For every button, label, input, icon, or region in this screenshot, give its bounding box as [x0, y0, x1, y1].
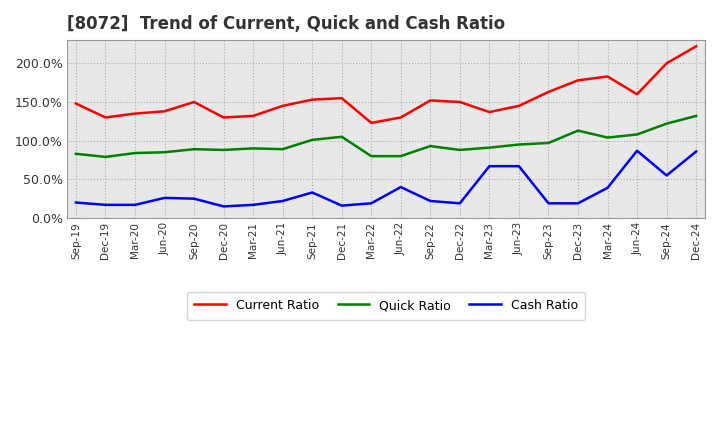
Quick Ratio	[249, 146, 258, 151]
Quick Ratio	[544, 140, 553, 146]
Quick Ratio	[662, 121, 671, 126]
Cash Ratio	[544, 201, 553, 206]
Quick Ratio	[574, 128, 582, 133]
Current Ratio	[279, 103, 287, 109]
Cash Ratio	[220, 204, 228, 209]
Line: Cash Ratio: Cash Ratio	[76, 151, 696, 206]
Quick Ratio	[456, 147, 464, 153]
Current Ratio	[485, 110, 494, 115]
Current Ratio	[515, 103, 523, 109]
Quick Ratio	[130, 150, 139, 156]
Current Ratio	[220, 115, 228, 120]
Quick Ratio	[279, 147, 287, 152]
Current Ratio	[633, 92, 642, 97]
Current Ratio	[456, 99, 464, 105]
Quick Ratio	[692, 113, 701, 118]
Quick Ratio	[367, 154, 376, 159]
Cash Ratio	[279, 198, 287, 204]
Cash Ratio	[101, 202, 109, 208]
Quick Ratio	[190, 147, 199, 152]
Current Ratio	[249, 113, 258, 118]
Quick Ratio	[71, 151, 80, 157]
Cash Ratio	[515, 164, 523, 169]
Cash Ratio	[249, 202, 258, 208]
Line: Current Ratio: Current Ratio	[76, 46, 696, 123]
Current Ratio	[662, 61, 671, 66]
Current Ratio	[101, 115, 109, 120]
Cash Ratio	[426, 198, 435, 204]
Cash Ratio	[574, 201, 582, 206]
Current Ratio	[692, 44, 701, 49]
Quick Ratio	[308, 137, 317, 143]
Current Ratio	[338, 95, 346, 101]
Cash Ratio	[160, 195, 168, 201]
Cash Ratio	[397, 184, 405, 190]
Quick Ratio	[160, 150, 168, 155]
Current Ratio	[397, 115, 405, 120]
Current Ratio	[71, 101, 80, 106]
Line: Quick Ratio: Quick Ratio	[76, 116, 696, 157]
Current Ratio	[426, 98, 435, 103]
Current Ratio	[130, 111, 139, 116]
Cash Ratio	[367, 201, 376, 206]
Quick Ratio	[515, 142, 523, 147]
Quick Ratio	[485, 145, 494, 150]
Quick Ratio	[338, 134, 346, 139]
Cash Ratio	[71, 200, 80, 205]
Current Ratio	[367, 120, 376, 125]
Quick Ratio	[633, 132, 642, 137]
Current Ratio	[190, 99, 199, 105]
Cash Ratio	[130, 202, 139, 208]
Quick Ratio	[220, 147, 228, 153]
Quick Ratio	[603, 135, 612, 140]
Quick Ratio	[426, 143, 435, 149]
Quick Ratio	[397, 154, 405, 159]
Cash Ratio	[485, 164, 494, 169]
Quick Ratio	[101, 154, 109, 160]
Text: [8072]  Trend of Current, Quick and Cash Ratio: [8072] Trend of Current, Quick and Cash …	[67, 15, 505, 33]
Cash Ratio	[456, 201, 464, 206]
Current Ratio	[603, 74, 612, 79]
Cash Ratio	[190, 196, 199, 202]
Current Ratio	[308, 97, 317, 103]
Cash Ratio	[338, 203, 346, 208]
Current Ratio	[160, 109, 168, 114]
Legend: Current Ratio, Quick Ratio, Cash Ratio: Current Ratio, Quick Ratio, Cash Ratio	[187, 292, 585, 320]
Cash Ratio	[633, 148, 642, 154]
Cash Ratio	[308, 190, 317, 195]
Current Ratio	[574, 78, 582, 83]
Cash Ratio	[692, 149, 701, 154]
Cash Ratio	[603, 185, 612, 191]
Current Ratio	[544, 89, 553, 95]
Cash Ratio	[662, 173, 671, 178]
